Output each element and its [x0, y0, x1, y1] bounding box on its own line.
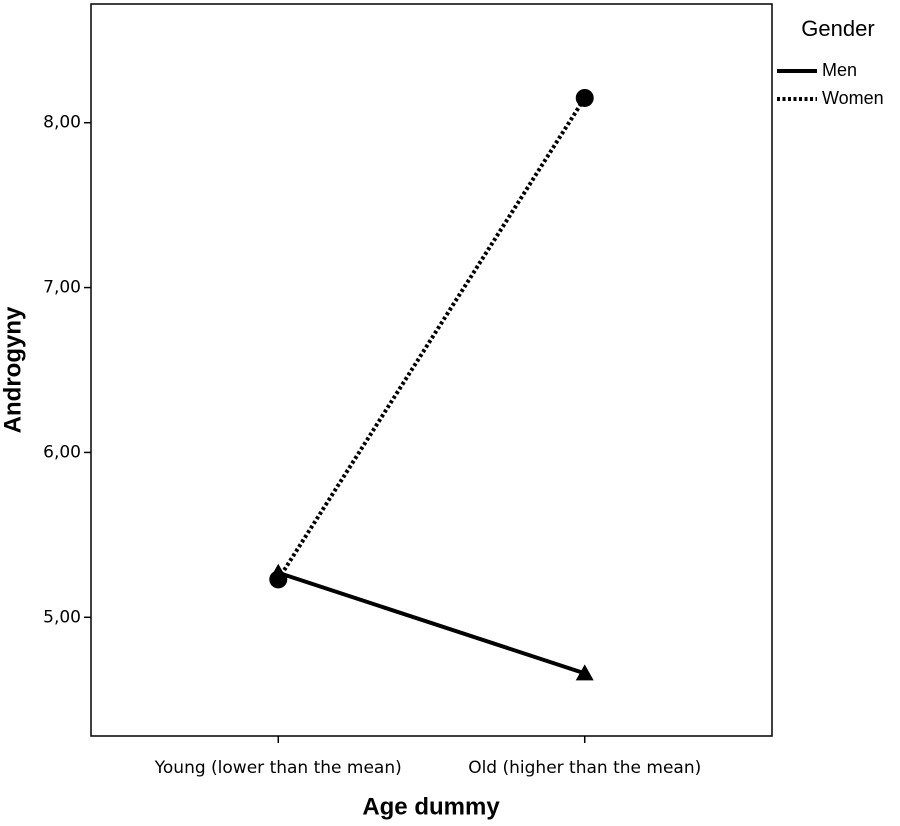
y-tick-label: 7,00 — [43, 278, 81, 298]
x-tick-label: Young (lower than the mean) — [154, 758, 402, 778]
x-axis-title: Age dummy — [362, 793, 500, 820]
y-tick-label: 5,00 — [43, 607, 81, 627]
marker — [269, 570, 288, 589]
legend-entry: Women — [822, 88, 884, 108]
x-tick-label: Old (higher than the mean) — [468, 758, 701, 778]
marker — [575, 664, 594, 681]
y-tick-label: 8,00 — [43, 113, 81, 133]
marker — [575, 88, 594, 107]
series-line — [277, 570, 586, 676]
series-line — [276, 96, 587, 581]
legend-title: Gender — [801, 16, 874, 41]
y-axis-title: Androgyny — [0, 306, 26, 433]
plot-frame — [90, 3, 773, 737]
y-tick-label: 6,00 — [43, 442, 81, 462]
legend-entry: Men — [822, 60, 857, 80]
